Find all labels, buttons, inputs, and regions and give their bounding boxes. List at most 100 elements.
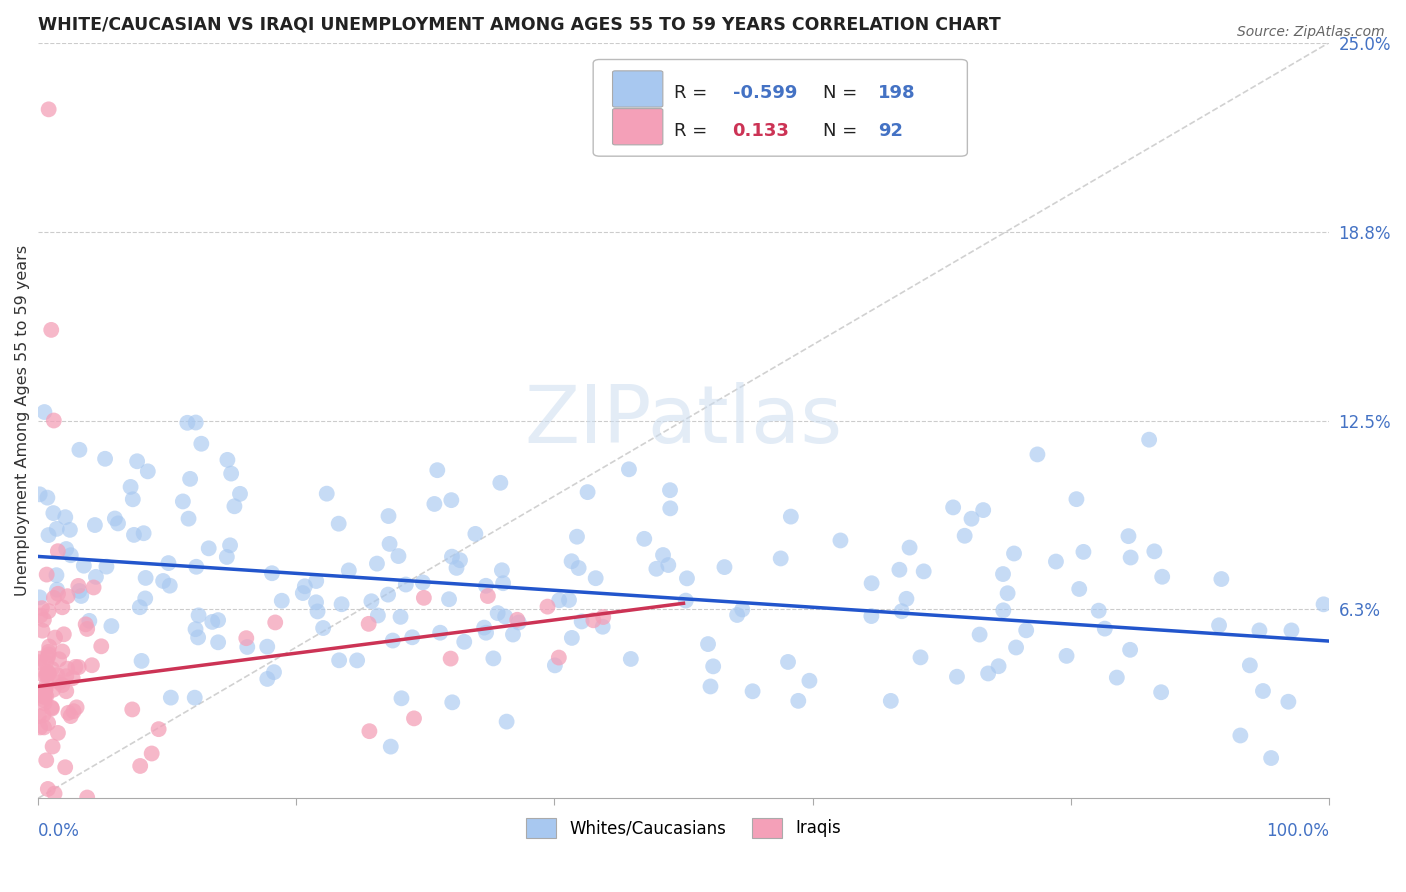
Point	[41, 739, 63, 754]
Point	[39, 323, 62, 337]
Point	[53, 510, 76, 524]
Point	[207, 635, 229, 649]
Point	[969, 627, 991, 641]
Point	[942, 500, 965, 515]
Point	[731, 602, 754, 616]
Point	[122, 528, 145, 542]
Point	[217, 453, 239, 467]
Point	[32, 613, 55, 627]
Point	[378, 537, 401, 551]
Point	[127, 454, 149, 468]
Point	[34, 690, 56, 704]
Point	[172, 494, 194, 508]
Point	[90, 640, 112, 654]
Point	[437, 592, 460, 607]
Point	[576, 485, 599, 500]
Point	[129, 759, 152, 773]
Point	[65, 700, 87, 714]
Point	[264, 615, 287, 630]
Point	[34, 405, 56, 419]
Point	[799, 673, 821, 688]
Point	[495, 714, 517, 729]
Point	[219, 467, 242, 481]
Point	[315, 486, 337, 500]
Point	[377, 509, 399, 524]
Text: 0.0%: 0.0%	[38, 822, 80, 840]
Legend: Whites/Caucasians, Iraqis: Whites/Caucasians, Iraqis	[517, 809, 849, 847]
Point	[70, 589, 93, 603]
Point	[37, 650, 59, 665]
Point	[75, 617, 97, 632]
Point	[544, 658, 567, 673]
Point	[148, 722, 170, 736]
Point	[42, 413, 65, 427]
Point	[59, 709, 82, 723]
Point	[391, 691, 413, 706]
Point	[135, 571, 157, 585]
Text: 0.133: 0.133	[733, 122, 789, 140]
Point	[35, 656, 58, 670]
Point	[260, 566, 283, 581]
Text: R =: R =	[675, 85, 713, 103]
FancyBboxPatch shape	[593, 60, 967, 156]
Point	[128, 600, 150, 615]
Point	[107, 516, 129, 531]
Point	[38, 640, 60, 654]
Point	[440, 651, 463, 665]
Point	[79, 614, 101, 628]
Point	[860, 576, 883, 591]
Point	[412, 575, 434, 590]
Point	[977, 666, 1000, 681]
Point	[1026, 447, 1049, 461]
Point	[494, 609, 516, 624]
Point	[675, 593, 697, 607]
Point	[291, 586, 314, 600]
Point	[330, 597, 353, 611]
Point	[389, 610, 412, 624]
Point	[184, 416, 207, 430]
Point	[184, 622, 207, 636]
Point	[55, 669, 77, 683]
Point	[475, 579, 498, 593]
Point	[491, 563, 513, 577]
Point	[377, 588, 399, 602]
Point	[453, 635, 475, 649]
Text: -0.599: -0.599	[733, 85, 797, 103]
Point	[30, 688, 52, 702]
Point	[56, 662, 79, 676]
FancyBboxPatch shape	[613, 70, 662, 107]
Point	[187, 631, 209, 645]
Point	[201, 615, 224, 629]
Point	[38, 648, 60, 662]
Point	[472, 621, 495, 635]
Point	[440, 493, 463, 508]
Point	[176, 416, 198, 430]
Point	[76, 622, 98, 636]
Point	[58, 706, 80, 720]
Point	[725, 607, 748, 622]
Point	[1249, 624, 1271, 638]
Point	[236, 640, 259, 654]
Point	[34, 690, 56, 704]
Point	[659, 501, 682, 516]
Point	[35, 753, 58, 767]
Point	[35, 677, 58, 691]
Point	[104, 511, 127, 525]
Point	[401, 630, 423, 644]
Point	[65, 660, 87, 674]
Point	[31, 624, 53, 638]
Point	[547, 650, 569, 665]
Point	[449, 553, 471, 567]
Point	[502, 627, 524, 641]
Point	[960, 512, 983, 526]
Point	[659, 483, 682, 498]
Point	[1015, 624, 1038, 638]
Point	[80, 658, 103, 673]
Point	[256, 640, 278, 654]
Point	[620, 652, 643, 666]
Point	[219, 538, 242, 552]
Text: N =: N =	[823, 85, 863, 103]
Point	[582, 613, 605, 627]
Point	[53, 760, 76, 774]
Point	[45, 568, 67, 582]
